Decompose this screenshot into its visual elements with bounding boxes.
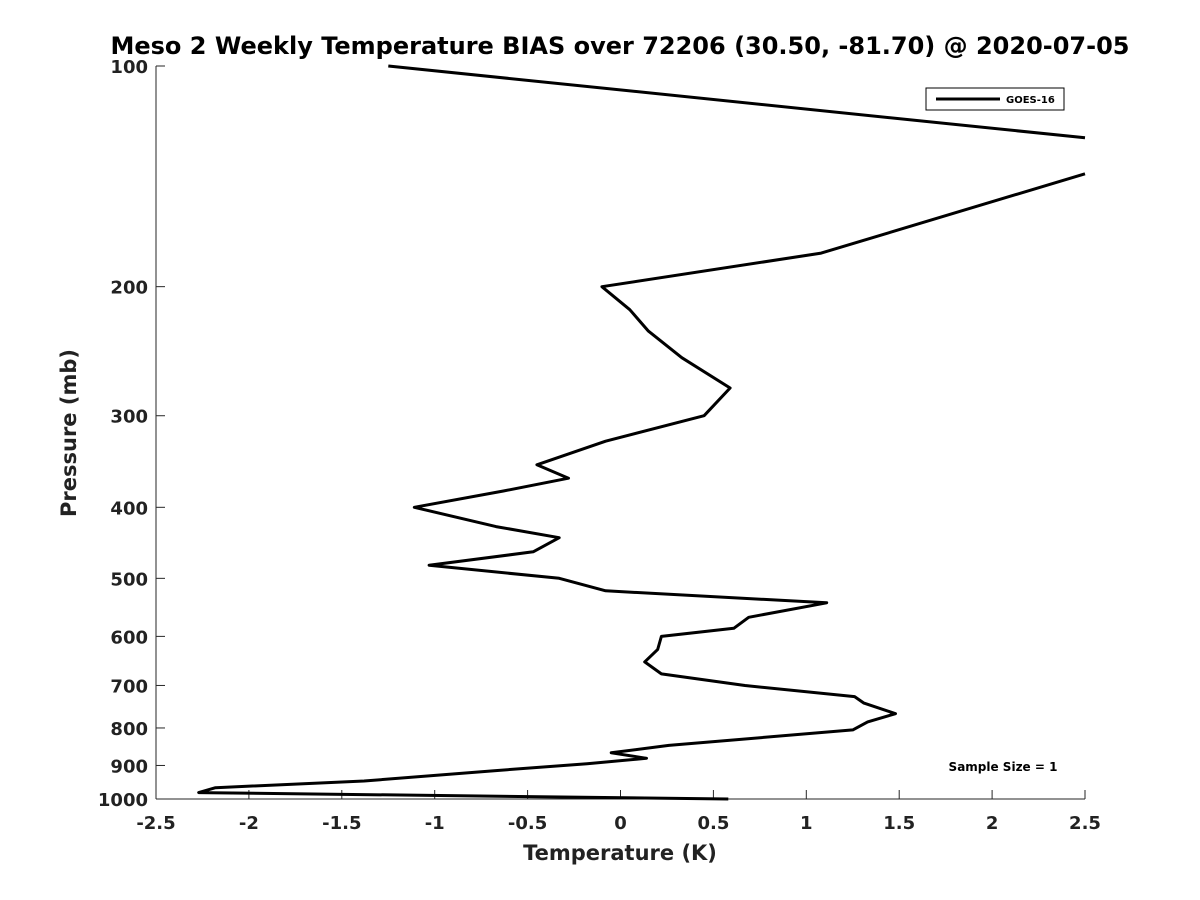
y-tick-label: 100 — [110, 57, 148, 78]
plot-area — [155, 66, 1085, 800]
x-tick-label: -2 — [239, 813, 259, 834]
y-tick-label: 400 — [110, 498, 148, 519]
x-tick-label: 0 — [614, 813, 627, 834]
series-line-goes-16 — [388, 64, 1086, 140]
y-tick-label: 600 — [110, 627, 148, 648]
y-tick-label: 1000 — [98, 790, 148, 811]
series-line-goes-16 — [197, 172, 1086, 801]
y-tick-label: 700 — [110, 676, 148, 697]
x-tick-label: -1.5 — [322, 813, 361, 834]
x-tick-label: 0.5 — [697, 813, 729, 834]
series-layer — [197, 64, 1086, 801]
sample-size-annotation: Sample Size = 1 — [949, 760, 1058, 774]
chart-title: Meso 2 Weekly Temperature BIAS over 7220… — [110, 32, 1129, 60]
x-axis-label: Temperature (K) — [523, 841, 717, 865]
x-tick-label: -2.5 — [136, 813, 175, 834]
x-tick-label: -1 — [425, 813, 445, 834]
x-tick-label: -0.5 — [508, 813, 547, 834]
y-tick-label: 300 — [110, 407, 148, 428]
x-tick-label: 1 — [800, 813, 813, 834]
legend-label-goes-16: GOES-16 — [1006, 95, 1055, 106]
x-tick-label: 2 — [986, 813, 999, 834]
y-tick-label: 200 — [110, 278, 148, 299]
y-axis: 100 200 300 400 500 600 700 800 900 1000 — [98, 57, 165, 811]
legend: GOES-16 — [925, 87, 1065, 111]
x-axis: -2.5 -2 -1.5 -1 -0.5 0 0.5 1 1.5 2 2.5 — [136, 790, 1101, 834]
y-tick-label: 500 — [110, 569, 148, 590]
x-tick-label: 2.5 — [1069, 813, 1101, 834]
y-axis-label: Pressure (mb) — [57, 349, 81, 517]
x-tick-label: 1.5 — [883, 813, 915, 834]
y-tick-label: 800 — [110, 719, 148, 740]
y-tick-label: 900 — [110, 756, 148, 777]
